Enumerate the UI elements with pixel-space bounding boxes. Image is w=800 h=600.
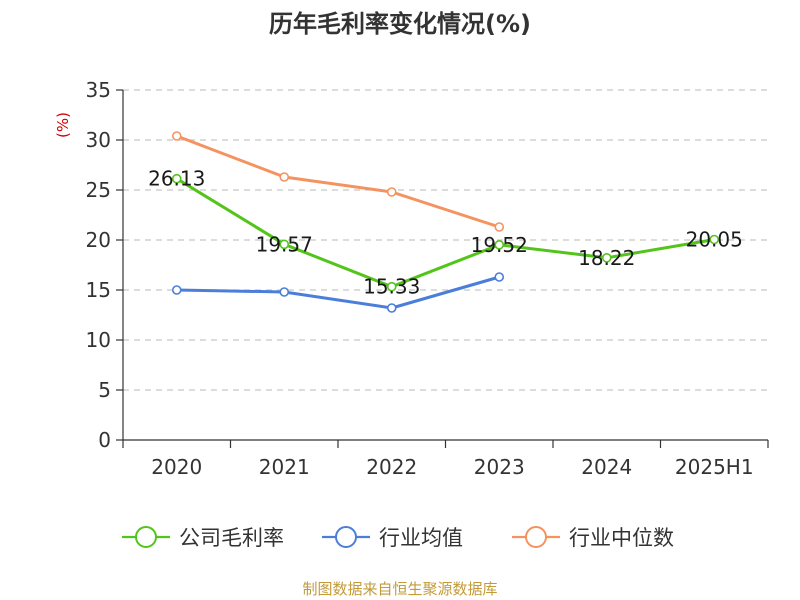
- grid-lines: [123, 89, 768, 391]
- x-tick-label-2024: 2024: [581, 455, 632, 479]
- data-point-s0-5: [709, 234, 720, 245]
- data-point-s0-2: [386, 281, 397, 292]
- legend-label-2: 行业中位数: [569, 526, 674, 550]
- data-point-s0-3: [494, 240, 505, 250]
- x-tick-label-2025H1: 2025H1: [675, 455, 754, 479]
- data-point-s2-1: [279, 172, 290, 182]
- data-label-s0-3: 19.52: [471, 233, 528, 257]
- data-point-s2-0: [171, 131, 182, 141]
- x-tick-label-2023: 2023: [474, 455, 525, 479]
- data-point-s1-3: [494, 272, 505, 282]
- y-tick-label-15: 15: [86, 278, 111, 302]
- data-point-s1-1: [279, 287, 290, 297]
- series-lines: [171, 131, 720, 313]
- y-tick-label-20: 20: [86, 228, 111, 252]
- data-label-s0-5: 20.05: [686, 228, 743, 252]
- y-tick-label-5: 5: [98, 378, 111, 402]
- data-point-s0-1: [279, 239, 290, 250]
- y-tick-label-35: 35: [86, 78, 111, 102]
- x-tick-label-2022: 2022: [366, 455, 417, 479]
- y-tick-label-0: 0: [98, 428, 111, 452]
- series-line-2: [175, 134, 501, 229]
- y-tick-label-10: 10: [86, 328, 111, 352]
- x-tick-label-2021: 2021: [259, 455, 310, 479]
- data-label-s0-4: 18.22: [578, 246, 635, 270]
- series-line-0: [175, 177, 716, 289]
- data-point-s1-2: [386, 303, 397, 313]
- source-note: 制图数据来自恒生聚源数据库: [302, 580, 497, 598]
- data-label-s0-2: 15.33: [363, 275, 420, 299]
- data-point-s1-0: [171, 285, 182, 295]
- legend-label-1: 行业均值: [379, 526, 463, 550]
- data-point-s2-2: [386, 187, 397, 197]
- axes: 0 5 10 15 20 25 30 35 (%) 2020 2021 2022 2023 2024 202…: [54, 78, 769, 479]
- legend: 公司毛利率 行业均值 行业中位数: [122, 526, 674, 550]
- y-tick-label-25: 25: [86, 178, 111, 202]
- data-point-s0-0: [171, 173, 182, 184]
- legend-marker-0: [135, 526, 157, 548]
- data-labels: 26.13 19.57 15.33 19.52 18.22 20.05: [148, 167, 743, 299]
- data-label-s0-0: 26.13: [148, 167, 205, 191]
- data-point-s2-3: [494, 222, 505, 232]
- legend-label-0: 公司毛利率: [179, 526, 284, 550]
- legend-marker-2: [525, 526, 547, 548]
- x-tick-label-2020: 2020: [151, 455, 202, 479]
- chart-title: 历年毛利率变化情况(%): [269, 10, 531, 38]
- series-line-1: [175, 275, 501, 310]
- legend-marker-1: [335, 526, 357, 548]
- data-point-s0-4: [601, 252, 612, 263]
- data-label-s0-1: 19.57: [256, 232, 313, 256]
- y-tick-label-30: 30: [86, 128, 111, 152]
- y-unit-label: (%): [54, 112, 72, 138]
